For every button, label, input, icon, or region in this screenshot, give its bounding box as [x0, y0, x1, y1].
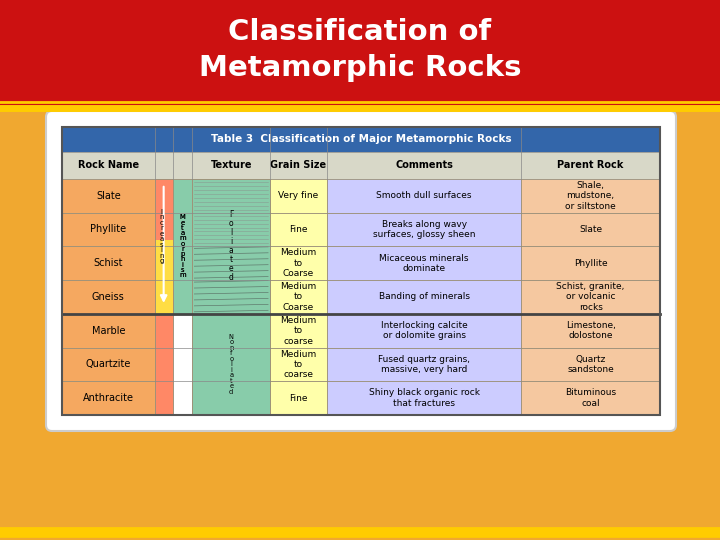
Text: M
e
t
a
m
o
r
p
h
i
s
m: M e t a m o r p h i s m: [179, 214, 186, 278]
Bar: [270, 381, 327, 415]
Text: Micaceous minerals
dominate: Micaceous minerals dominate: [379, 253, 469, 273]
Bar: [327, 381, 521, 415]
Bar: [327, 280, 521, 314]
Bar: [155, 179, 173, 314]
Text: Phyllite: Phyllite: [90, 225, 127, 234]
Bar: [192, 314, 270, 415]
Bar: [62, 280, 155, 314]
Text: Phyllite: Phyllite: [574, 259, 608, 268]
Bar: [327, 213, 521, 246]
Bar: [155, 314, 173, 415]
Bar: [270, 246, 327, 280]
Text: Fine: Fine: [289, 394, 307, 403]
Bar: [270, 348, 327, 381]
Text: Quartzite: Quartzite: [86, 360, 131, 369]
Text: Medium
to
coarse: Medium to coarse: [280, 316, 317, 346]
Text: Marble: Marble: [91, 326, 125, 336]
Text: Gneiss: Gneiss: [92, 292, 125, 302]
Bar: [62, 246, 155, 280]
Bar: [327, 246, 521, 280]
Bar: [327, 348, 521, 381]
Bar: [62, 381, 155, 415]
Bar: [192, 381, 270, 415]
Text: Classification of
Metamorphic Rocks: Classification of Metamorphic Rocks: [199, 18, 521, 82]
Text: Shiny black organic rock
that fractures: Shiny black organic rock that fractures: [369, 388, 480, 408]
Text: Slate: Slate: [579, 225, 602, 234]
Bar: [192, 213, 270, 246]
Text: Limestone,
dolostone: Limestone, dolostone: [566, 321, 616, 340]
Bar: [62, 152, 660, 179]
Bar: [521, 348, 660, 381]
Bar: [521, 314, 660, 348]
Bar: [521, 246, 660, 280]
Bar: [192, 179, 270, 314]
Text: M
e
t
a
m
o
r
p
h
i
s
m: M e t a m o r p h i s m: [179, 214, 186, 278]
Text: Parent Rock: Parent Rock: [557, 160, 624, 170]
Text: Very fine: Very fine: [279, 191, 319, 200]
Text: Rock Name: Rock Name: [78, 160, 139, 170]
Text: I
n
c
r
e
a
s
i
n
g: I n c r e a s i n g: [159, 208, 164, 264]
Bar: [192, 246, 270, 280]
Bar: [62, 314, 155, 348]
Text: Schist: Schist: [94, 258, 123, 268]
Text: Schist, granite,
or volcanic
rocks: Schist, granite, or volcanic rocks: [557, 282, 625, 312]
Text: Anthracite: Anthracite: [83, 393, 134, 403]
Bar: [270, 213, 327, 246]
Bar: [192, 280, 270, 314]
Bar: [192, 348, 270, 381]
Text: Bituminous
coal: Bituminous coal: [565, 388, 616, 408]
Bar: [270, 179, 327, 213]
Text: Medium
to
coarse: Medium to coarse: [280, 349, 317, 379]
FancyBboxPatch shape: [46, 111, 676, 431]
Text: F
o
l
i
a
t
e
d: F o l i a t e d: [229, 211, 234, 282]
Text: Medium
to
Coarse: Medium to Coarse: [280, 248, 317, 278]
Text: Fused quartz grains,
massive, very hard: Fused quartz grains, massive, very hard: [378, 355, 470, 374]
Bar: [192, 314, 270, 348]
Text: Grain Size: Grain Size: [271, 160, 327, 170]
Text: Texture: Texture: [210, 160, 252, 170]
Bar: [270, 280, 327, 314]
Bar: [62, 179, 155, 213]
Bar: [155, 240, 173, 314]
Bar: [0, 0, 720, 108]
Text: Comments: Comments: [395, 160, 453, 170]
Text: Interlocking calcite
or dolomite grains: Interlocking calcite or dolomite grains: [381, 321, 467, 340]
Text: Fine: Fine: [289, 225, 307, 234]
Bar: [270, 314, 327, 348]
Bar: [327, 179, 521, 213]
Bar: [173, 179, 192, 314]
Text: Banding of minerals: Banding of minerals: [379, 293, 469, 301]
Text: Quartz
sandstone: Quartz sandstone: [567, 355, 614, 374]
Bar: [521, 179, 660, 213]
Text: Breaks along wavy
surfaces, glossy sheen: Breaks along wavy surfaces, glossy sheen: [373, 220, 475, 239]
Bar: [155, 179, 173, 240]
Bar: [521, 381, 660, 415]
Text: Table 3  Classification of Major Metamorphic Rocks: Table 3 Classification of Major Metamorp…: [211, 134, 511, 144]
Bar: [62, 213, 155, 246]
Text: Medium
to
Coarse: Medium to Coarse: [280, 282, 317, 312]
Bar: [192, 179, 270, 213]
Text: Shale,
mudstone,
or siltstone: Shale, mudstone, or siltstone: [565, 181, 616, 211]
Bar: [62, 348, 155, 381]
Bar: [521, 280, 660, 314]
Text: N
o
n
f
o
l
i
a
t
e
d: N o n f o l i a t e d: [229, 334, 234, 395]
Bar: [327, 314, 521, 348]
Text: Slate: Slate: [96, 191, 121, 201]
Bar: [521, 213, 660, 246]
Bar: [62, 127, 660, 152]
Bar: [62, 127, 660, 415]
Text: Smooth dull surfaces: Smooth dull surfaces: [377, 191, 472, 200]
